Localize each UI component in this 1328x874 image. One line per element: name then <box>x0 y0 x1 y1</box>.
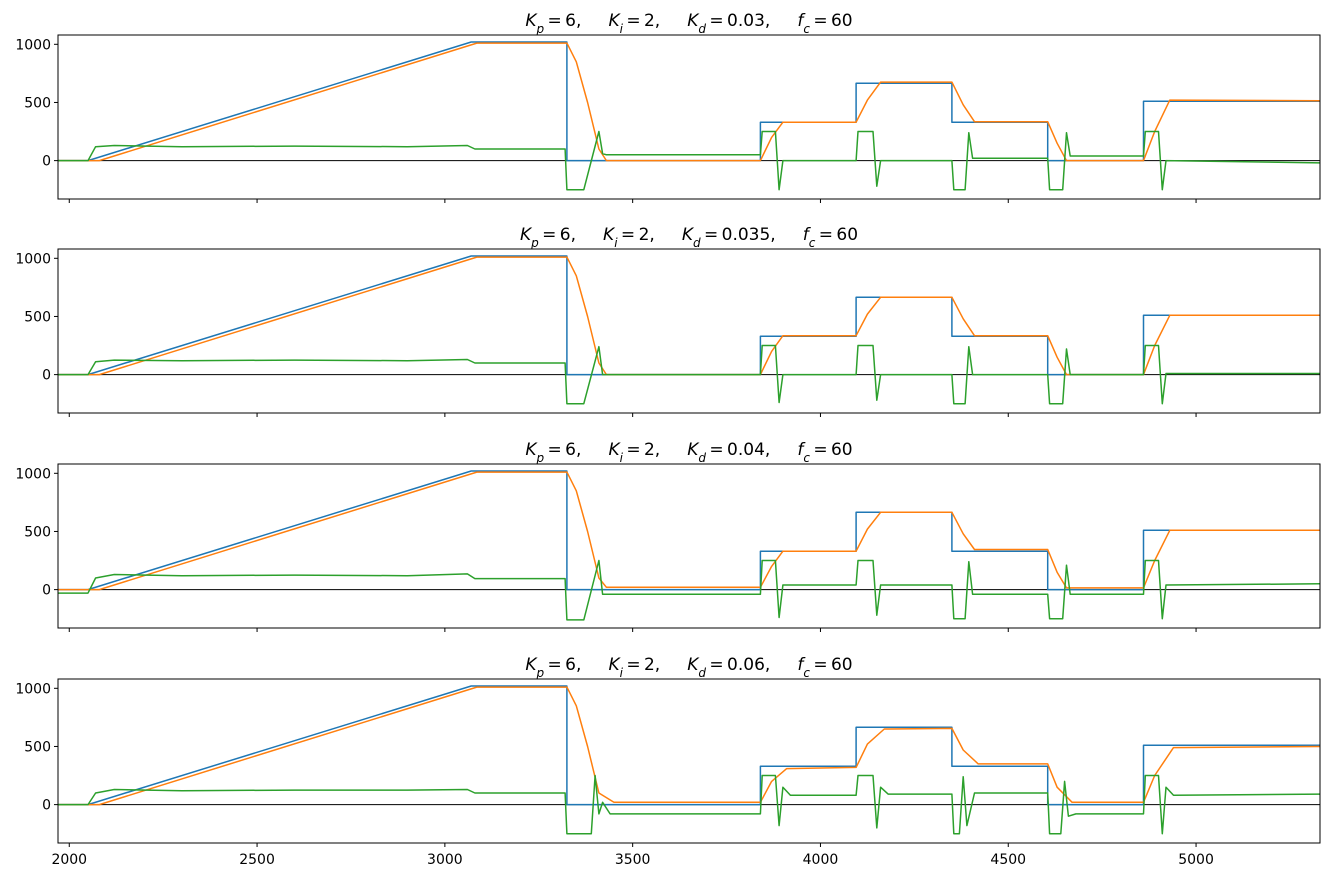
chart-panel-2: 0 500 1000 Kp = 6, Ki = 2, Kd = 0.035, fc =… <box>15 225 1321 417</box>
series-line-2 <box>58 256 1320 376</box>
chart-title: Kp = 6, Ki = 2, Kd = 0.06, fc = 60 <box>525 655 852 680</box>
y-tick-label: 1000 <box>15 466 51 482</box>
chart-panel-4: 0 500 1000 2000 2500 3000 3500 4000 4500 5000 Kp =… <box>15 655 1321 868</box>
axes-frame <box>57 34 1321 200</box>
y-tick-label: 0 <box>42 583 51 599</box>
chart-panel-1: 0 500 1000 Kp = 6, Ki = 2, Kd = 0.03, fc = … <box>15 11 1321 203</box>
y-tick-label: 0 <box>42 798 51 814</box>
y-tick-label: 1000 <box>15 251 51 267</box>
series-line-1 <box>58 41 1320 162</box>
x-tick-label: 2000 <box>51 852 87 868</box>
series-line-3 <box>58 130 1320 191</box>
chart-title: Kp = 6, Ki = 2, Kd = 0.03, fc = 60 <box>525 11 852 36</box>
y-tick-label: 500 <box>24 95 51 111</box>
x-tick-label: 5000 <box>1178 852 1214 868</box>
series-line-3 <box>58 774 1320 835</box>
axes-frame <box>57 678 1321 844</box>
x-tick-label: 3500 <box>615 852 651 868</box>
y-tick-label: 500 <box>24 524 51 540</box>
y-tick-label: 1000 <box>15 681 51 697</box>
series-line-3 <box>58 344 1320 405</box>
series-line-2 <box>58 42 1320 162</box>
series-line-1 <box>58 255 1320 376</box>
series-line-2 <box>58 686 1320 806</box>
x-tick-label: 3000 <box>427 852 463 868</box>
series-line-1 <box>58 685 1320 806</box>
axes-frame <box>57 248 1321 414</box>
y-tick-label: 500 <box>24 739 51 755</box>
x-tick-label: 2500 <box>239 852 275 868</box>
y-tick-label: 1000 <box>15 37 51 53</box>
axes-frame <box>57 463 1321 629</box>
chart-title: Kp = 6, Ki = 2, Kd = 0.04, fc = 60 <box>525 440 852 465</box>
x-tick-label: 4000 <box>803 852 839 868</box>
y-tick-label: 0 <box>42 154 51 170</box>
x-tick-label: 4500 <box>990 852 1026 868</box>
y-tick-label: 0 <box>42 368 51 384</box>
series-line-1 <box>58 470 1320 591</box>
chart-title: Kp = 6, Ki = 2, Kd = 0.035, fc = 60 <box>520 225 858 250</box>
chart-panel-3: 0 500 1000 Kp = 6, Ki = 2, Kd = 0.04, fc = … <box>15 440 1321 632</box>
y-tick-label: 500 <box>24 309 51 325</box>
series-line-3 <box>58 559 1320 621</box>
series-line-2 <box>58 471 1320 591</box>
